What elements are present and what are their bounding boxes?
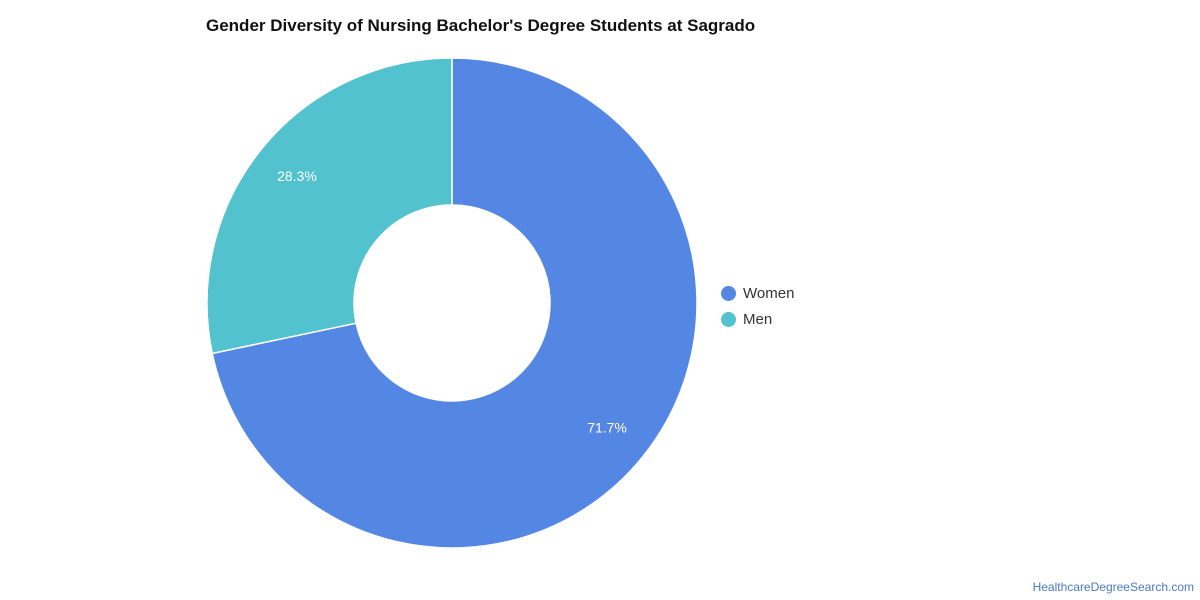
chart-title: Gender Diversity of Nursing Bachelor's D… — [206, 16, 756, 35]
legend-item-women[interactable]: Women — [721, 280, 794, 306]
slice-label-women: 71.7% — [587, 420, 627, 436]
legend-label-women: Women — [743, 284, 795, 302]
slice-men[interactable] — [206, 57, 453, 355]
legend-swatch-men — [721, 311, 736, 327]
legend-label-men: Men — [743, 310, 773, 328]
legend-item-men[interactable]: Men — [721, 306, 794, 332]
slice-women[interactable] — [211, 57, 698, 549]
slice-label-men: 28.3% — [277, 168, 317, 184]
source-link[interactable]: HealthcareDegreeSearch.com — [1032, 580, 1194, 594]
legend-swatch-women — [721, 285, 736, 301]
legend: Women Men — [721, 280, 794, 332]
